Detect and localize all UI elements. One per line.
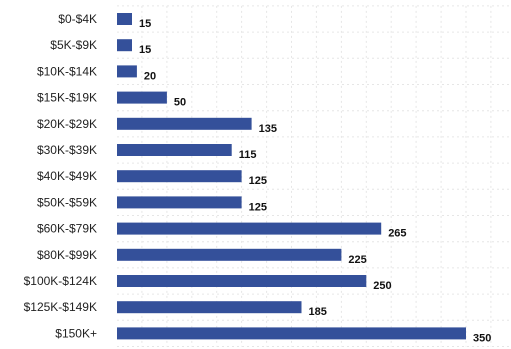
category-label: $125K-$149K	[24, 300, 97, 314]
bar	[117, 301, 302, 314]
value-label: 20	[144, 70, 156, 82]
category-label: $10K-$14K	[37, 64, 97, 78]
category-label: $20K-$29K	[37, 117, 97, 131]
gridlines	[117, 5, 511, 347]
bar	[117, 196, 242, 209]
value-label: 250	[373, 280, 391, 292]
bar	[117, 65, 137, 78]
value-labels: 15 15 20 50 135 115 125 125 265 225 250 185 350	[139, 18, 491, 344]
bar	[117, 327, 466, 340]
category-label: $100K-$124K	[24, 274, 97, 288]
bar	[117, 39, 132, 52]
bar	[117, 275, 367, 287]
category-label: $0-$4K	[58, 12, 97, 26]
value-label: 185	[309, 306, 327, 318]
category-label: $80K-$99K	[37, 248, 97, 262]
value-label: 115	[239, 149, 257, 161]
value-label: 135	[259, 123, 277, 135]
bar	[117, 91, 167, 104]
bar	[117, 222, 382, 235]
bar	[117, 170, 242, 183]
value-label: 15	[139, 44, 151, 56]
value-label: 15	[139, 18, 151, 30]
bars	[117, 13, 466, 340]
category-label: $50K-$59K	[37, 195, 97, 209]
value-label: 125	[249, 175, 267, 187]
value-label: 50	[174, 97, 186, 109]
category-label: $40K-$49K	[37, 169, 97, 183]
category-label: $5K-$9K	[50, 38, 97, 52]
category-labels: $0-$4K $5K-$9K $10K-$14K $15K-$19K $20K-$29K…	[24, 12, 97, 340]
bar	[117, 13, 132, 25]
category-label: $30K-$39K	[37, 143, 97, 157]
value-label: 125	[249, 201, 267, 213]
category-label: $15K-$19K	[37, 91, 97, 105]
value-label: 350	[473, 332, 491, 344]
category-label: $150K+	[55, 326, 97, 340]
bar	[117, 117, 252, 130]
value-label: 225	[348, 254, 366, 266]
bar	[117, 248, 342, 261]
bar	[117, 144, 232, 156]
value-label: 265	[388, 228, 406, 240]
category-label: $60K-$79K	[37, 222, 97, 236]
